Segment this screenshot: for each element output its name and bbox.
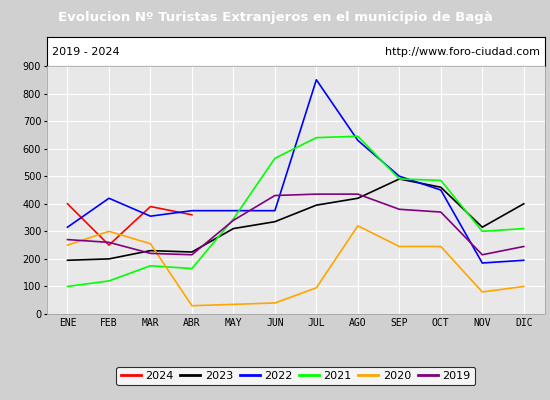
Text: 2019 - 2024: 2019 - 2024 xyxy=(52,46,119,56)
Legend: 2024, 2023, 2022, 2021, 2020, 2019: 2024, 2023, 2022, 2021, 2020, 2019 xyxy=(116,366,475,386)
Text: Evolucion Nº Turistas Extranjeros en el municipio de Bagà: Evolucion Nº Turistas Extranjeros en el … xyxy=(58,12,492,24)
Text: http://www.foro-ciudad.com: http://www.foro-ciudad.com xyxy=(384,46,540,56)
